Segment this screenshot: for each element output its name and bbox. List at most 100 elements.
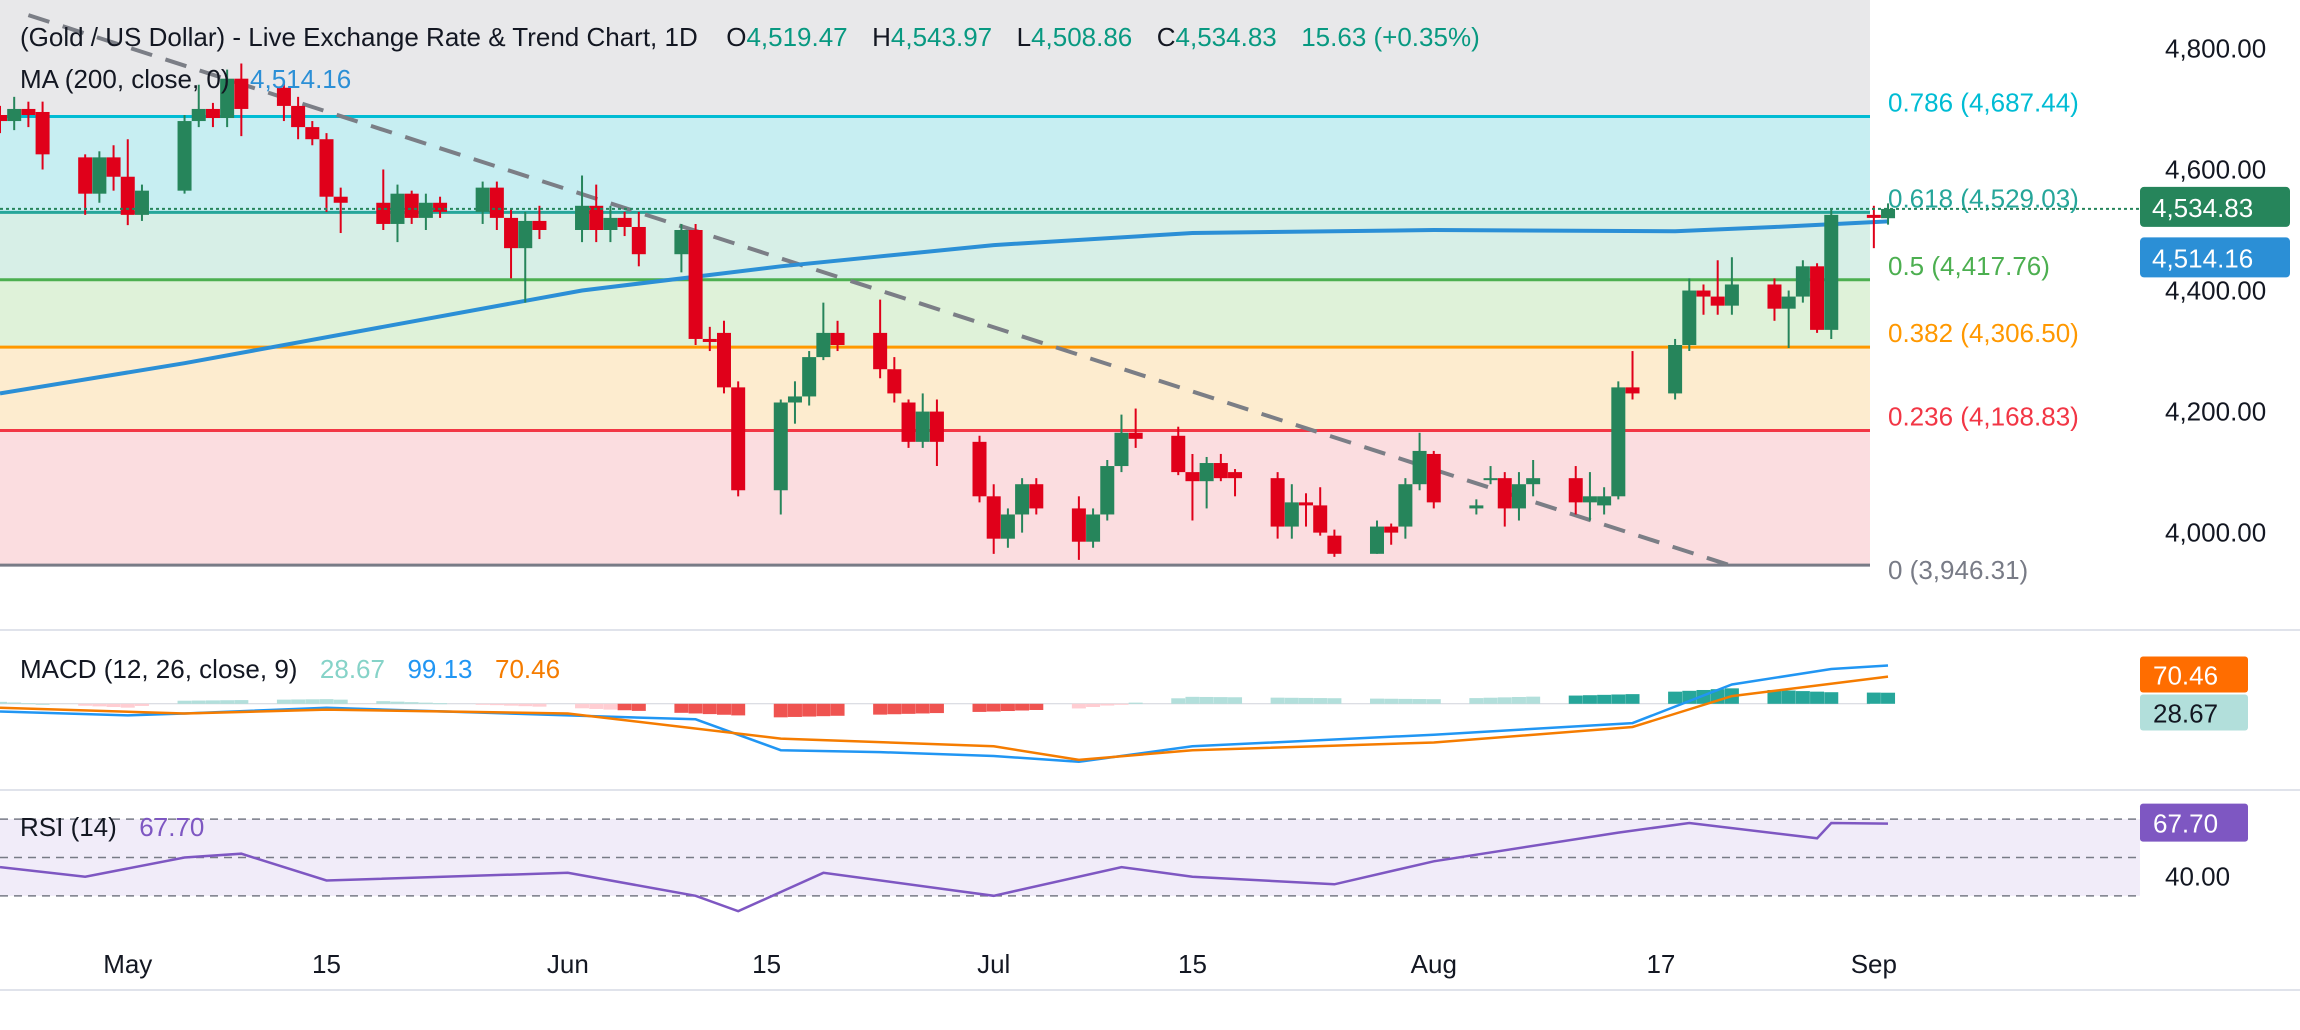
macd-histogram-bar [1100,703,1115,706]
candle-body [220,78,235,119]
last-price-badge-label: 4,534.83 [2152,193,2253,223]
macd-hist-badge-label: 28.67 [2153,699,2218,729]
candle-body [134,190,149,215]
macd-histogram-bar [1185,696,1200,704]
candle-body [702,338,717,342]
macd-histogram-bar [1412,699,1427,704]
macd-histogram-bar [787,703,802,717]
macd-histogram-bar [106,703,121,708]
macd-histogram-bar [390,701,405,704]
macd-histogram-bar [1114,703,1129,705]
candle-body [1767,284,1782,309]
macd-legend: MACD (12, 26, close, 9) 28.67 99.13 70.4… [20,654,560,685]
candle-body [901,402,916,442]
candle-body [376,202,391,224]
candle-body [1511,484,1526,509]
macd-histogram-bar [92,703,107,707]
macd-histogram-bar [1426,699,1441,704]
macd-histogram-bar [1327,698,1342,704]
macd-histogram-bar [631,703,646,711]
time-tick-label: Sep [1851,949,1897,979]
ma-badge-label: 4,514.16 [2152,243,2253,273]
open-label: O [726,22,747,52]
macd-histogram-bar [575,703,590,709]
ma-legend-label: MA (200, close, 0) [20,64,230,94]
macd-histogram-bar [418,702,433,704]
macd-histogram-bar [972,703,987,712]
candle-body [205,108,220,119]
macd-histogram-bar [134,703,149,706]
macd-histogram-bar [1767,689,1782,704]
fib-band-0.5 [0,279,1870,348]
candle-body [21,108,36,115]
candle-body [1696,290,1711,297]
macd-histogram-bar [589,703,604,709]
candle-body [887,369,902,394]
candle-body [1412,450,1427,485]
macd-legend-hist: 28.67 [319,654,385,684]
fib-band-0.618 [0,212,1870,280]
candle-body [915,411,930,442]
macd-histogram-bar [915,703,930,714]
candle-body [1668,345,1683,394]
macd-histogram-bar [830,703,845,716]
macd-histogram-bar [433,703,448,705]
macd-histogram-bar [1228,697,1243,704]
candle-body [1426,453,1441,503]
ma-badge [2140,237,2290,278]
candle-body [404,193,419,218]
candle-body [1369,526,1384,554]
rsi-badge-label: 67.70 [2153,809,2218,839]
macd-histogram-bar [404,702,419,704]
macd-histogram-bar [1625,694,1640,704]
price-tick-label: 4,000.00 [2165,518,2266,548]
candle-body [1568,478,1583,503]
candle-body [1086,514,1101,542]
macd-histogram-bar [1071,703,1086,709]
price-tick-label: 4,800.00 [2165,33,2266,63]
macd-histogram-bar [276,699,291,704]
close-label: C [1156,22,1176,52]
price-tick-label: 4,400.00 [2165,276,2266,306]
rsi-legend: RSI (14) 67.70 [20,812,204,843]
candle-body [1270,478,1285,527]
macd-histogram-bar [518,703,533,707]
macd-histogram-bar [688,703,703,714]
candle-body [1724,284,1739,306]
candle-body [1795,266,1810,297]
candle-body [1582,496,1597,503]
macd-histogram-bar [205,700,220,704]
macd-histogram-bar [1582,695,1597,704]
candle-body [1114,432,1129,467]
macd-histogram-bar [475,703,490,705]
macd-histogram-bar [532,703,547,707]
macd-histogram-bar [21,703,36,705]
candle-body [78,157,93,194]
macd-histogram-bar [504,703,519,706]
macd-histogram-bar [617,703,632,711]
candle-body [191,108,206,122]
rsi-legend-label: RSI (14) [20,812,117,842]
macd-histogram-bar [773,703,788,718]
macd-histogram-bar [603,703,618,710]
candle-body [276,87,291,106]
macd-histogram-bar [1668,691,1683,704]
fib-label-0.5: 0.5 (4,417.76) [1888,251,2050,281]
candle-body [0,115,7,122]
candle-body [873,332,888,370]
macd-histogram-bar [1781,690,1796,704]
macd-histogram-bar [1483,697,1498,704]
macd-histogram-bar [1497,697,1512,704]
macd-histogram-bar [887,703,902,715]
macd-legend-label: MACD (12, 26, close, 9) [20,654,298,684]
candle-body [177,121,192,191]
candle-body [1781,296,1796,309]
candle-body [1000,514,1015,539]
candle-body [1213,463,1228,479]
macd-histogram-bar [1213,697,1228,704]
macd-histogram-bar [120,703,135,708]
fib-band-above [0,0,1870,117]
macd-histogram-bar [291,699,306,704]
candle-body [1100,466,1115,515]
